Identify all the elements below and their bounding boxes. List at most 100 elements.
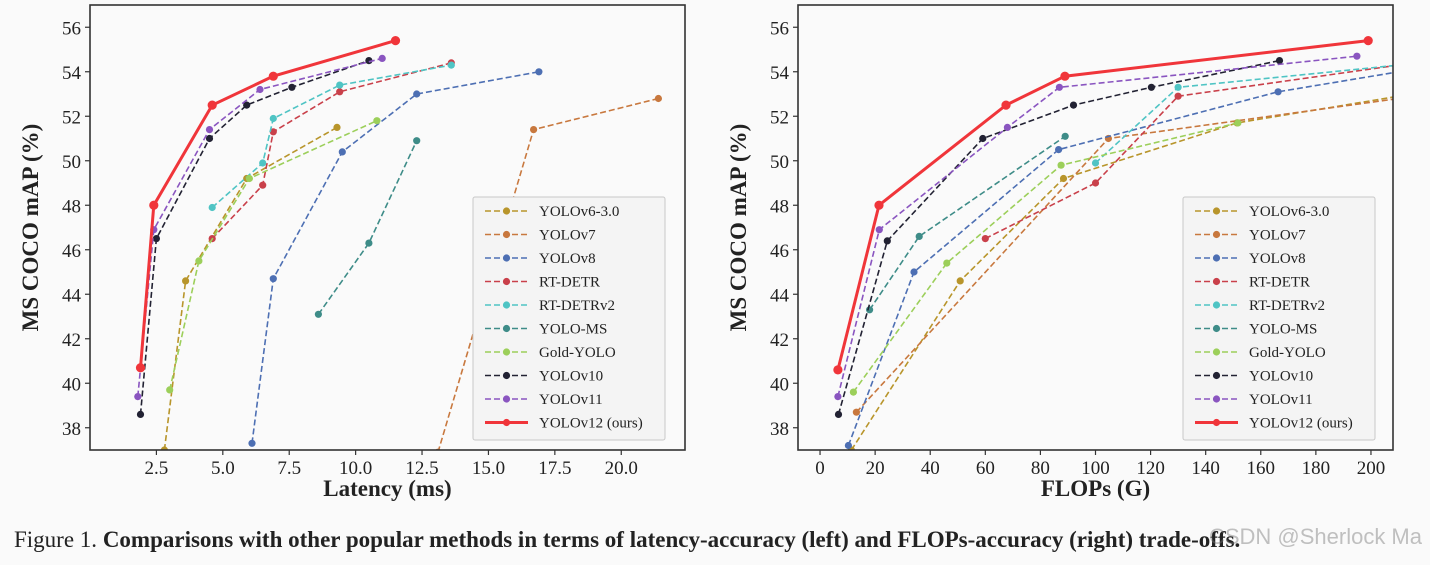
- left-point-yolov8: [413, 90, 421, 98]
- left-y-tick-label: 42: [62, 330, 81, 351]
- right-point-yolo-ms: [866, 306, 874, 314]
- left-legend-swatch-marker: [502, 207, 511, 215]
- right-point-yolov8: [1055, 146, 1063, 154]
- right-legend-swatch-marker: [1212, 230, 1221, 239]
- left-x-tick-label: 12.5: [405, 458, 438, 479]
- right-legend-swatch-marker: [1212, 348, 1221, 356]
- right-legend-label: YOLOv6-3.0: [1249, 204, 1329, 220]
- caption-text: Comparisons with other popular methods i…: [102, 527, 1241, 552]
- right-y-tick-label: 42: [770, 330, 789, 351]
- right-point-yolov8: [910, 268, 918, 276]
- right-point-yolo-ms: [915, 232, 923, 240]
- right-point-rt-detr: [1395, 62, 1402, 69]
- left-point-yolo-ms: [365, 239, 373, 247]
- left-point-rt-detrv2: [208, 203, 216, 212]
- left-legend-label: YOLOv6-3.0: [539, 204, 619, 220]
- right-point-gold-yolo: [1234, 119, 1242, 127]
- right-y-tick-label: 50: [770, 152, 789, 173]
- right-point-yolov11: [1055, 83, 1063, 91]
- left-y-tick-label: 38: [62, 419, 81, 440]
- right-legend-swatch-marker: [1212, 254, 1221, 262]
- left-legend-label: RT-DETRv2: [539, 298, 615, 314]
- right-point-yolov6-3-0: [956, 277, 964, 285]
- left-legend-label: YOLO-MS: [539, 322, 607, 338]
- left-point-rt-detr: [336, 88, 344, 96]
- left-point-yolov6-3-0: [333, 123, 341, 131]
- right-y-tick-label: 44: [770, 285, 790, 306]
- left-x-tick-label: 5.0: [211, 458, 235, 479]
- right-y-axis-label: MS COCO mAP (%): [726, 124, 751, 332]
- left-point-yolov7: [654, 94, 663, 103]
- left-x-tick-label: 20.0: [605, 458, 638, 479]
- left-point-gold-yolo: [373, 117, 381, 125]
- left-point-yolov12-ours: [390, 36, 401, 46]
- right-point-yolov11: [1003, 123, 1012, 131]
- right-point-yolov8: [844, 441, 853, 450]
- left-point-yolov11: [378, 54, 386, 63]
- right-point-yolov10: [1275, 57, 1284, 65]
- right-point-yolov6-3-0: [1059, 174, 1068, 183]
- right-point-yolov8: [1395, 68, 1402, 75]
- right-legend-swatch-marker: [1212, 324, 1221, 333]
- left-point-yolov6-3-0: [160, 446, 168, 450]
- left-point-yolov10: [243, 101, 251, 109]
- right-point-yolov12-ours: [1001, 100, 1011, 110]
- left-y-tick-label: 40: [62, 374, 81, 395]
- right-y-tick-label: 52: [770, 107, 789, 128]
- right-y-tick-label: 46: [770, 241, 789, 262]
- left-point-yolov8: [535, 68, 543, 76]
- left-point-gold-yolo: [195, 257, 203, 265]
- left-series-line-yolov10: [139, 59, 370, 415]
- left-y-tick-label: 56: [62, 18, 81, 39]
- left-point-yolo-ms: [413, 137, 421, 145]
- right-legend-swatch-marker: [1212, 277, 1221, 286]
- right-point-yolov10: [1147, 83, 1155, 91]
- left-y-tick-label: 48: [62, 196, 81, 217]
- right-x-tick-label: 20: [866, 458, 885, 479]
- right-x-tick-label: 140: [1191, 458, 1220, 479]
- figure-caption: Figure 1. Comparisons with other popular…: [14, 527, 1240, 553]
- right-point-yolov7: [852, 408, 861, 416]
- left-point-yolov10: [365, 57, 373, 65]
- left-point-yolov7: [530, 126, 538, 134]
- left-point-yolov11: [134, 393, 142, 401]
- left-series-line-yolov6-3-0: [163, 126, 338, 450]
- right-legend-label: RT-DETRv2: [1249, 298, 1325, 314]
- right-point-yolov8: [1274, 88, 1282, 96]
- left-point-rt-detrv2: [447, 61, 455, 69]
- right-point-yolov10: [883, 237, 891, 245]
- right-point-yolov6-3-0: [1395, 93, 1402, 100]
- left-point-yolov12-ours: [149, 200, 159, 210]
- right-legend-label: RT-DETR: [1249, 275, 1310, 291]
- left-x-tick-label: 7.5: [277, 458, 301, 479]
- left-point-gold-yolo: [245, 174, 253, 183]
- left-point-yolov8: [338, 148, 346, 156]
- right-x-tick-label: 100: [1081, 458, 1110, 479]
- right-x-axis-label: FLOPs (G): [1041, 476, 1150, 501]
- left-chart: 2.5 5.0 7.5 10.0 12.5 15.0 17.5 20.0 38 40 42 44 46 4…: [18, 4, 686, 501]
- left-legend-label: YOLOv10: [539, 369, 603, 385]
- right-point-rt-detrv2: [1174, 83, 1182, 91]
- left-point-yolov10: [136, 410, 145, 418]
- right-legend-swatch-marker: [1212, 418, 1221, 427]
- right-legend-label: Gold-YOLO: [1249, 345, 1326, 361]
- left-y-tick-label: 50: [62, 152, 81, 173]
- right-chart: 0 20 40 60 80 100 120 140 160 180 200 38 40 42 44 46 48 5…: [726, 4, 1402, 501]
- right-series-line-yolov10: [837, 59, 1280, 415]
- left-legend-swatch-marker: [502, 418, 511, 427]
- left-legend: YOLOv6-3.0 YOLOv7 YOLOv8 RT-DETR RT-DETRv2 YO…: [472, 196, 666, 441]
- right-legend: YOLOv6-3.0 YOLOv7 YOLOv8 RT-DETR RT-DETRv2 YO…: [1182, 196, 1376, 441]
- right-x-tick-label: 180: [1302, 458, 1331, 479]
- right-legend-swatch-marker: [1212, 207, 1221, 215]
- right-legend-label: YOLOv12 (ours): [1249, 416, 1353, 432]
- right-legend-label: YOLOv11: [1249, 392, 1313, 408]
- left-legend-label: YOLOv11: [539, 392, 603, 408]
- left-plot-frame: [89, 4, 686, 451]
- right-point-yolov10: [979, 134, 987, 143]
- left-point-yolov10: [205, 134, 214, 143]
- left-series-line-gold-yolo: [168, 119, 378, 391]
- left-x-axis-label: Latency (ms): [323, 476, 451, 501]
- left-legend-swatch-marker: [502, 301, 511, 309]
- left-point-yolo-ms: [314, 310, 322, 318]
- right-series-line-gold-yolo: [852, 122, 1239, 393]
